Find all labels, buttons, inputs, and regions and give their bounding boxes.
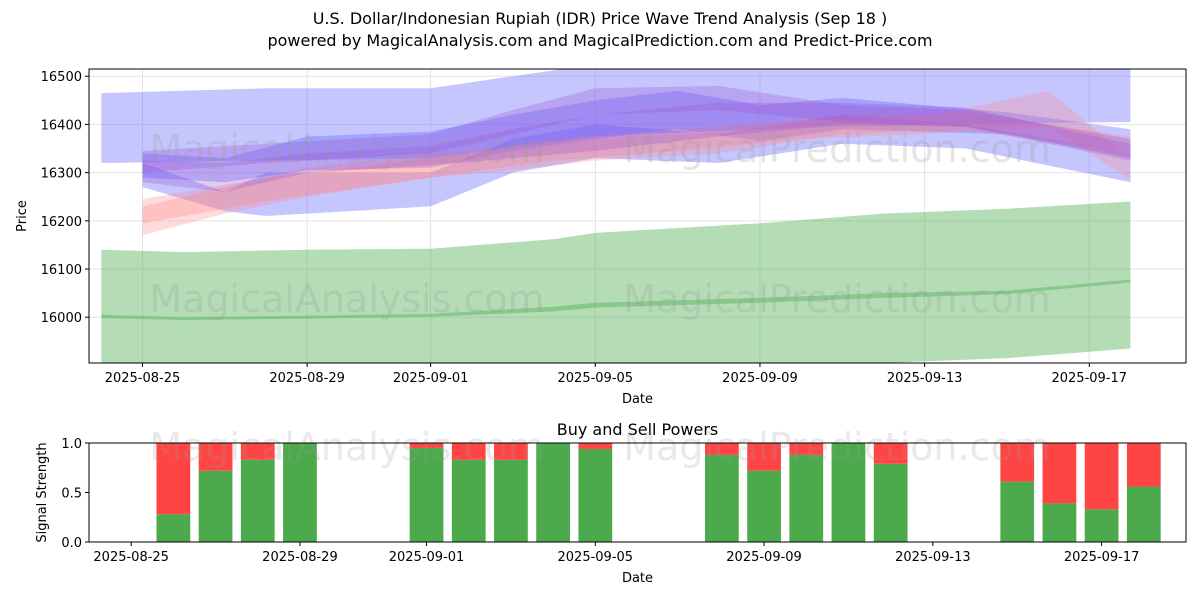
x-tick-label: 2025-09-09 xyxy=(722,371,798,386)
buy-bar xyxy=(831,443,866,542)
band-red-4 xyxy=(142,90,1131,224)
watermark-analysis: MagicalAnalysis.com xyxy=(149,425,544,469)
sell-bar xyxy=(198,443,233,471)
sell-bar xyxy=(409,443,444,448)
plot-frame-top xyxy=(88,68,1187,364)
x-tick-label: 2025-09-01 xyxy=(389,550,465,565)
x-tick-label: 2025-09-13 xyxy=(895,550,971,565)
band-blue-2 xyxy=(142,114,1131,216)
y-tick-label: 16500 xyxy=(41,70,82,85)
x-tick-label: 2025-08-25 xyxy=(105,371,181,386)
watermark-analysis: MagicalAnalysis.com xyxy=(149,127,544,171)
band-blue-1 xyxy=(142,90,1131,183)
sell-bar xyxy=(747,443,781,471)
bar-chart-title: Buy and Sell Powers xyxy=(557,420,719,439)
watermark-prediction: MagicalPrediction.com xyxy=(623,277,1051,321)
band-blue-0 xyxy=(101,69,1131,163)
bands-group xyxy=(101,69,1131,363)
y-axis-label: Signal Strength xyxy=(35,442,50,542)
x-tick-label: 2025-09-01 xyxy=(393,371,469,386)
x-axis-label: Date xyxy=(622,571,653,586)
band-red-3 xyxy=(142,112,1131,236)
sell-bar xyxy=(789,443,824,455)
buy-bar xyxy=(536,443,570,542)
buy-bar xyxy=(1042,503,1077,542)
band-green-7 xyxy=(101,201,1131,363)
sell-bar xyxy=(578,443,613,449)
buy-bar xyxy=(578,448,613,542)
x-tick-label: 2025-09-13 xyxy=(887,371,963,386)
buy-bar xyxy=(1000,481,1035,542)
buy-bar xyxy=(1084,509,1119,542)
chart-title: U.S. Dollar/Indonesian Rupiah (IDR) Pric… xyxy=(312,9,888,28)
sell-bar xyxy=(494,443,528,460)
x-tick-label: 2025-08-25 xyxy=(93,550,169,565)
buy-bar xyxy=(747,470,781,542)
buy-bar xyxy=(1126,486,1161,542)
y-tick-label: 16400 xyxy=(41,118,82,133)
sell-bar xyxy=(1126,443,1161,487)
buy-bar xyxy=(494,459,528,542)
sell-bar xyxy=(240,443,275,460)
watermark-prediction: MagicalPrediction.com xyxy=(623,127,1051,171)
y-tick-label: 0.5 xyxy=(61,487,82,502)
x-tick-label: 2025-09-17 xyxy=(1064,550,1140,565)
sell-bar xyxy=(1042,443,1077,504)
sell-bar xyxy=(1000,443,1035,482)
buy-bar xyxy=(409,447,444,542)
plot-area-top xyxy=(89,69,1186,363)
x-tick-label: 2025-09-17 xyxy=(1051,371,1127,386)
x-tick-label: 2025-09-05 xyxy=(558,550,634,565)
buy-bar xyxy=(873,463,908,542)
band-purple-5 xyxy=(142,102,1131,192)
y-tick-label: 16300 xyxy=(41,167,82,182)
buy-bar xyxy=(156,514,191,542)
chart-subtitle: powered by MagicalAnalysis.com and Magic… xyxy=(267,31,933,50)
sell-bar xyxy=(451,443,486,460)
x-tick-label: 2025-08-29 xyxy=(262,550,338,565)
x-axis-label: Date xyxy=(622,392,653,407)
x-tick-label: 2025-09-09 xyxy=(726,550,802,565)
watermark-analysis: MagicalAnalysis.com xyxy=(149,277,544,321)
sell-bar xyxy=(705,443,739,455)
x-tick-label: 2025-09-05 xyxy=(558,371,634,386)
buy-bar xyxy=(451,459,486,542)
y-tick-label: 16000 xyxy=(41,311,82,326)
buy-bar xyxy=(705,454,739,542)
watermark-prediction: MagicalPrediction.com xyxy=(623,425,1051,469)
sell-bar xyxy=(156,443,191,515)
buy-bar xyxy=(198,470,233,542)
buy-bar xyxy=(283,443,317,542)
x-tick-label: 2025-08-29 xyxy=(269,371,345,386)
y-tick-label: 0.0 xyxy=(61,536,82,551)
y-tick-label: 1.0 xyxy=(61,437,82,452)
band-purple-6 xyxy=(142,85,1131,173)
y-axis-label: Price xyxy=(15,200,30,232)
sell-bar xyxy=(873,443,908,464)
sell-bar xyxy=(1084,443,1119,510)
buy-bar xyxy=(240,459,275,542)
y-tick-label: 16200 xyxy=(41,215,82,230)
y-tick-label: 16100 xyxy=(41,263,82,278)
buy-bar xyxy=(789,454,824,542)
